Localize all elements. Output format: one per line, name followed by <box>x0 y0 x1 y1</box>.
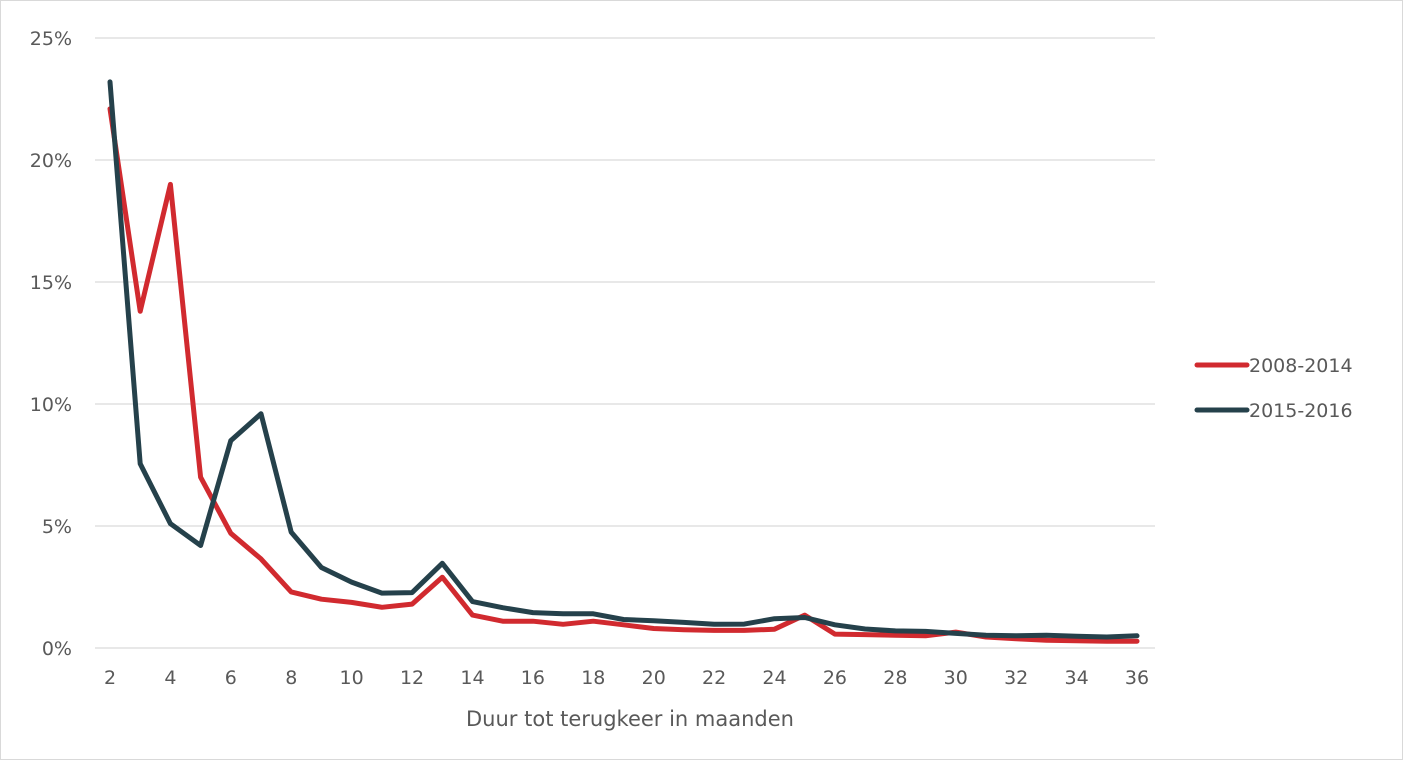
x-tick-label: 26 <box>823 667 847 689</box>
y-tick-label: 5% <box>42 516 72 538</box>
x-tick-label: 32 <box>1004 667 1028 689</box>
y-tick-label: 10% <box>30 394 72 416</box>
x-tick-label: 36 <box>1125 667 1149 689</box>
y-tick-label: 15% <box>30 272 72 294</box>
x-tick-label: 18 <box>581 667 605 689</box>
legend-label: 2015-2016 <box>1249 400 1353 422</box>
x-axis-ticks: 2 4 6 8 10 12 14 16 18 20 22 24 26 28 30 32 34 36 <box>104 667 1149 689</box>
x-tick-label: 6 <box>225 667 237 689</box>
series-lines <box>107 79 1140 644</box>
x-tick-label: 20 <box>642 667 666 689</box>
x-axis-title: Duur tot terugkeer in maanden <box>466 707 794 731</box>
y-tick-label: 25% <box>30 28 72 50</box>
x-tick-label: 22 <box>702 667 726 689</box>
series-line-2 <box>107 79 1140 640</box>
series-line-1 <box>107 106 1140 644</box>
x-tick-label: 8 <box>285 667 297 689</box>
x-tick-label: 24 <box>762 667 786 689</box>
x-tick-label: 28 <box>883 667 907 689</box>
legend: 2008-2014 2015-2016 <box>1194 355 1353 422</box>
x-tick-label: 34 <box>1064 667 1088 689</box>
x-tick-label: 2 <box>104 667 116 689</box>
legend-label: 2008-2014 <box>1249 355 1353 377</box>
x-tick-label: 10 <box>340 667 364 689</box>
x-tick-label: 30 <box>944 667 968 689</box>
y-tick-label: 20% <box>30 150 72 172</box>
x-tick-label: 12 <box>400 667 424 689</box>
y-axis-ticks: 0% 5% 10% 15% 20% 25% <box>30 28 72 660</box>
y-tick-label: 0% <box>42 638 72 660</box>
x-tick-label: 14 <box>460 667 484 689</box>
gridlines <box>95 37 1155 649</box>
x-tick-label: 16 <box>521 667 545 689</box>
x-tick-label: 4 <box>164 667 176 689</box>
